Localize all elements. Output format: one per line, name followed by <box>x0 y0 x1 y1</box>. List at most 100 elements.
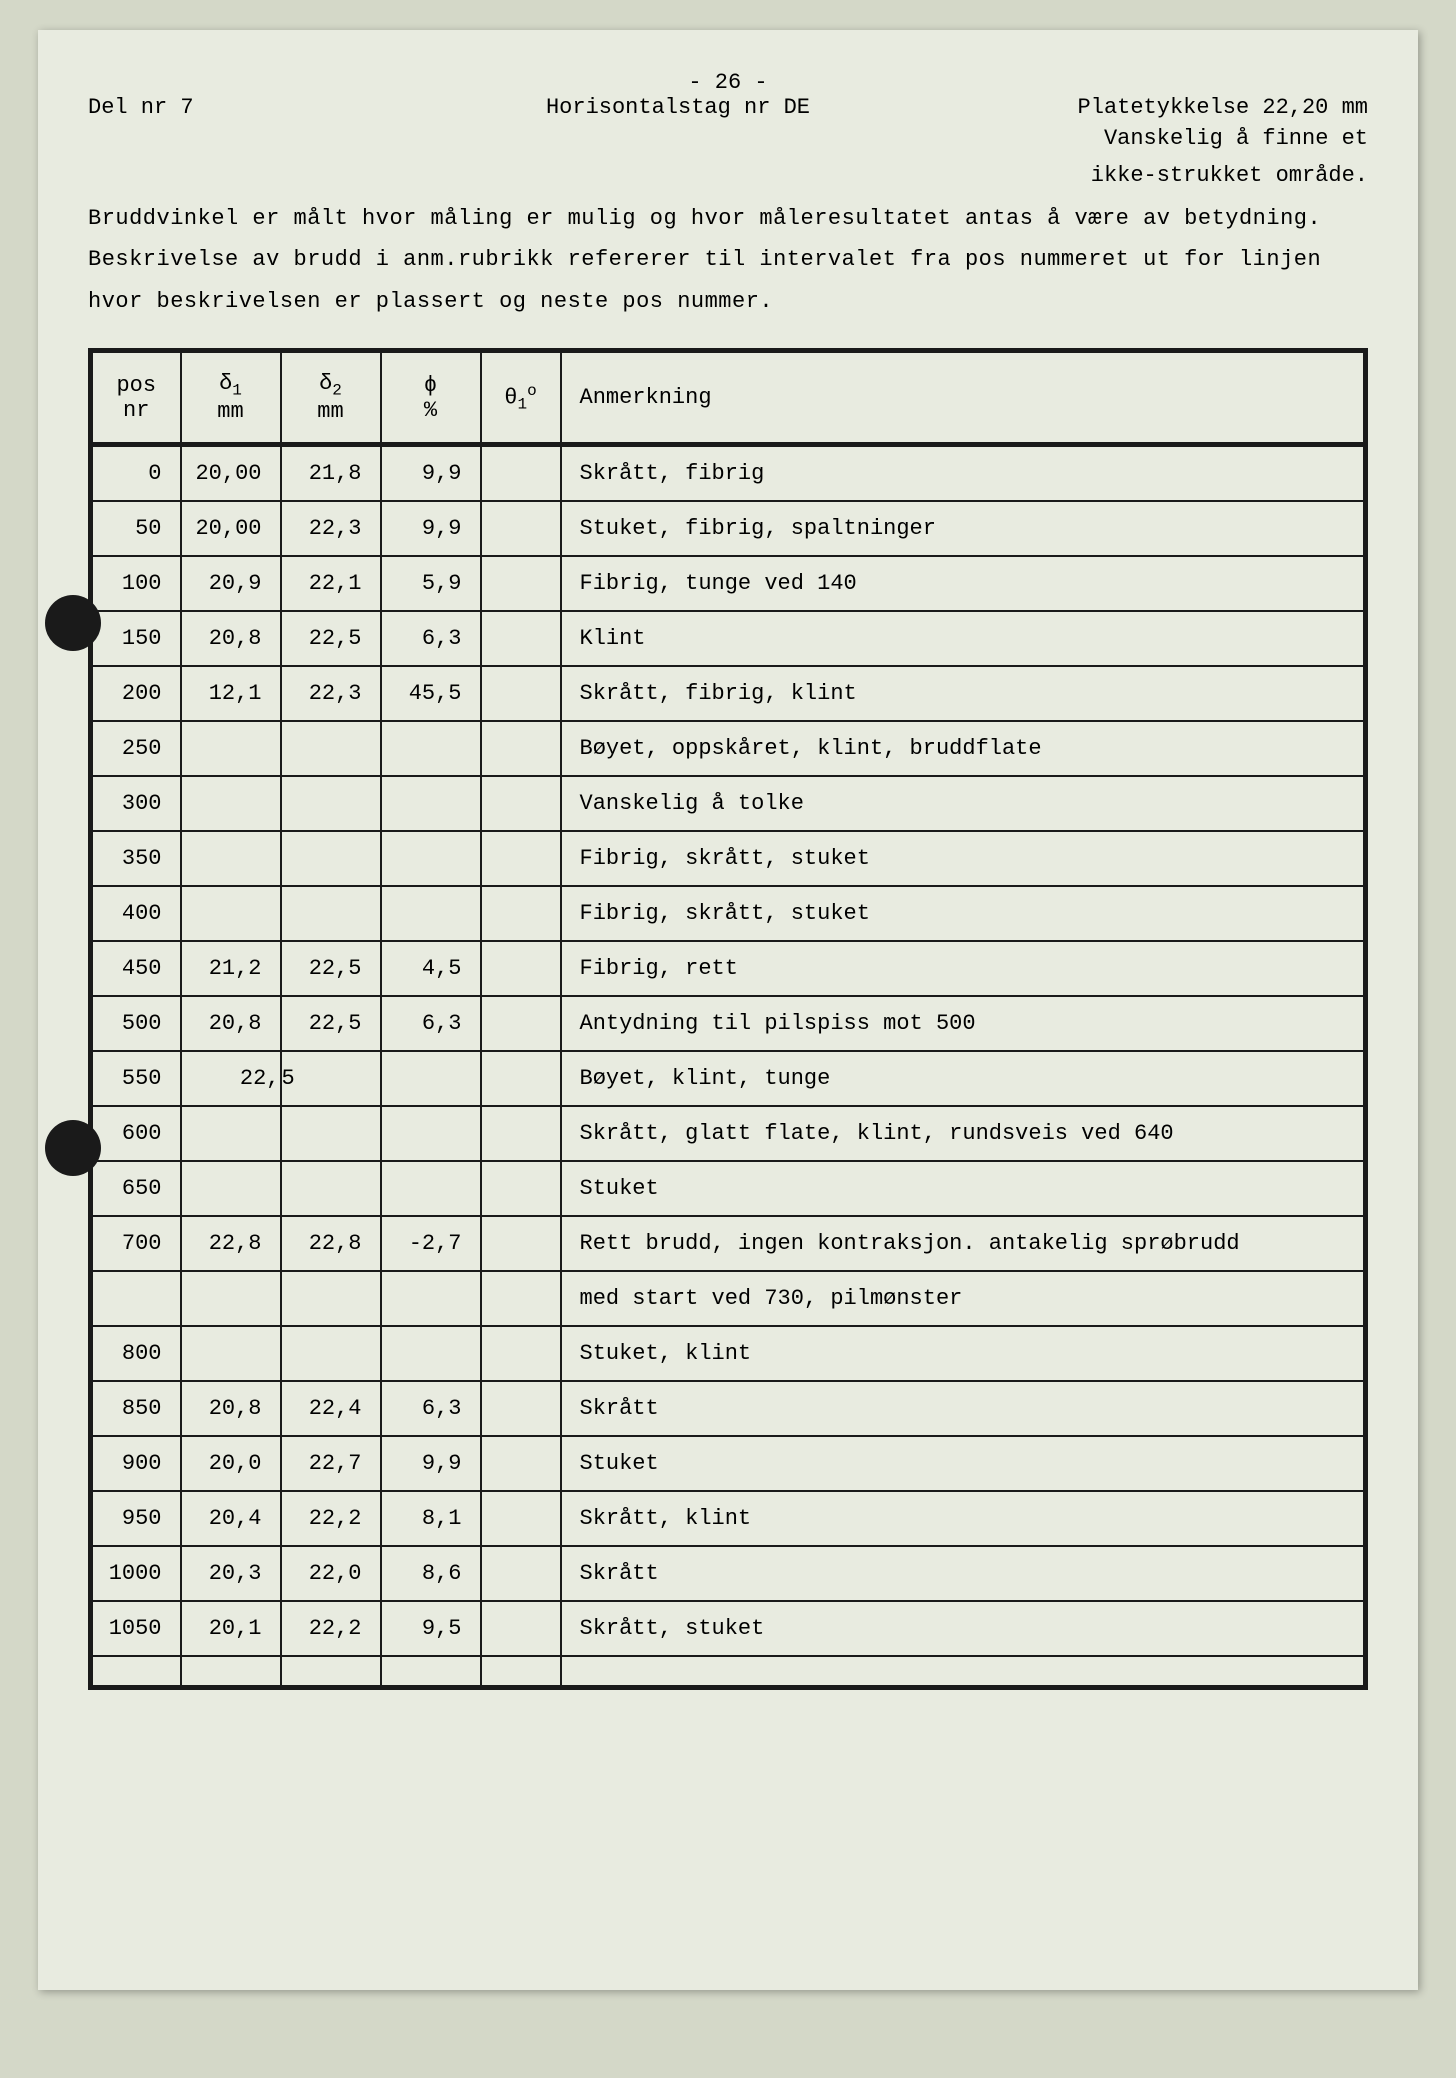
cell-delta2: 22,5 <box>281 941 381 996</box>
punch-hole-icon <box>45 1120 101 1176</box>
cell-anmerkning: Fibrig, tunge ved 140 <box>561 556 1366 611</box>
table-row: 20012,122,345,5Skrått, fibrig, klint <box>91 666 1366 721</box>
cell-delta2: 22,7 <box>281 1436 381 1491</box>
cell-phi: 6,3 <box>381 611 481 666</box>
cell-pos: 0 <box>91 445 181 502</box>
cell-anmerkning: Fibrig, rett <box>561 941 1366 996</box>
table-row <box>91 1656 1366 1688</box>
cell-delta2: 22,1 <box>281 556 381 611</box>
cell-anmerkning: Stuket, fibrig, spaltninger <box>561 501 1366 556</box>
cell-pos: 150 <box>91 611 181 666</box>
table-row: 105020,122,29,5Skrått, stuket <box>91 1601 1366 1656</box>
cell-phi <box>381 1656 481 1688</box>
cell-delta2 <box>281 721 381 776</box>
cell-pos: 400 <box>91 886 181 941</box>
cell-pos: 200 <box>91 666 181 721</box>
th-theta: θ1o <box>481 350 561 444</box>
cell-phi: 4,5 <box>381 941 481 996</box>
cell-phi: 5,9 <box>381 556 481 611</box>
cell-theta <box>481 886 561 941</box>
cell-theta <box>481 996 561 1051</box>
cell-pos: 950 <box>91 1491 181 1546</box>
table-row: 50020,822,56,3Antydning til pilspiss mot… <box>91 996 1366 1051</box>
cell-delta2: 22,3 <box>281 666 381 721</box>
cell-anmerkning: Skrått <box>561 1546 1366 1601</box>
cell-theta <box>481 1106 561 1161</box>
header-note-line3: ikke-strukket område. <box>88 161 1368 192</box>
cell-delta2: 22,0 <box>281 1546 381 1601</box>
cell-pos: 800 <box>91 1326 181 1381</box>
cell-delta2: 22,2 <box>281 1491 381 1546</box>
cell-theta <box>481 776 561 831</box>
body-paragraph: Bruddvinkel er målt hvor måling er mulig… <box>88 198 1368 323</box>
cell-pos: 500 <box>91 996 181 1051</box>
cell-anmerkning: Stuket <box>561 1161 1366 1216</box>
cell-delta1 <box>181 721 281 776</box>
cell-anmerkning: Stuket, klint <box>561 1326 1366 1381</box>
cell-delta1: 20,3 <box>181 1546 281 1601</box>
cell-delta1 <box>181 831 281 886</box>
cell-phi <box>381 1271 481 1326</box>
cell-theta <box>481 1271 561 1326</box>
cell-delta1 <box>181 1656 281 1688</box>
th-pos: posnr <box>91 350 181 444</box>
cell-delta2 <box>281 1326 381 1381</box>
table-row: 650Stuket <box>91 1161 1366 1216</box>
cell-pos: 100 <box>91 556 181 611</box>
cell-phi: 6,3 <box>381 1381 481 1436</box>
cell-delta1: 20,8 <box>181 1381 281 1436</box>
cell-phi: -2,7 <box>381 1216 481 1271</box>
cell-theta <box>481 1656 561 1688</box>
cell-delta1 <box>181 886 281 941</box>
cell-delta2: 5 <box>281 1051 381 1106</box>
cell-phi <box>381 1326 481 1381</box>
data-table: posnr δ1mm δ2mm ϕ% θ1o Anmerkning 020,00… <box>88 348 1368 1690</box>
cell-delta2 <box>281 831 381 886</box>
cell-delta1: 20,8 <box>181 611 281 666</box>
cell-delta1: 22, <box>181 1051 281 1106</box>
table-row: 020,0021,89,9Skrått, fibrig <box>91 445 1366 502</box>
cell-delta2 <box>281 1106 381 1161</box>
cell-theta <box>481 1381 561 1436</box>
cell-delta1 <box>181 1271 281 1326</box>
cell-delta2: 22,8 <box>281 1216 381 1271</box>
cell-pos: 250 <box>91 721 181 776</box>
table-row: 300Vanskelig å tolke <box>91 776 1366 831</box>
cell-theta <box>481 831 561 886</box>
document-page: - 26 - Del nr 7 Horisontalstag nr DE Pla… <box>38 30 1418 1990</box>
table-row: 400Fibrig, skrått, stuket <box>91 886 1366 941</box>
cell-delta2: 22,3 <box>281 501 381 556</box>
table-row: 45021,222,54,5Fibrig, rett <box>91 941 1366 996</box>
cell-anmerkning: Skrått, glatt flate, klint, rundsveis ve… <box>561 1106 1366 1161</box>
cell-theta <box>481 666 561 721</box>
cell-theta <box>481 1436 561 1491</box>
cell-phi <box>381 831 481 886</box>
cell-phi <box>381 721 481 776</box>
header-right: Platetykkelse 22,20 mm <box>1068 95 1368 120</box>
table-row: 100020,322,08,6Skrått <box>91 1546 1366 1601</box>
cell-theta <box>481 721 561 776</box>
cell-delta2: 22,4 <box>281 1381 381 1436</box>
cell-delta1: 20,9 <box>181 556 281 611</box>
cell-pos <box>91 1656 181 1688</box>
cell-phi: 6,3 <box>381 996 481 1051</box>
cell-delta2 <box>281 1271 381 1326</box>
table-row: 800 Stuket, klint <box>91 1326 1366 1381</box>
cell-anmerkning: Klint <box>561 611 1366 666</box>
th-delta2: δ2mm <box>281 350 381 444</box>
cell-phi: 9,9 <box>381 1436 481 1491</box>
cell-theta <box>481 941 561 996</box>
cell-theta <box>481 1051 561 1106</box>
cell-theta <box>481 611 561 666</box>
cell-pos: 1050 <box>91 1601 181 1656</box>
cell-theta <box>481 1161 561 1216</box>
cell-delta1: 22,8 <box>181 1216 281 1271</box>
cell-delta1 <box>181 1106 281 1161</box>
cell-delta1 <box>181 1326 281 1381</box>
cell-anmerkning: Fibrig, skrått, stuket <box>561 831 1366 886</box>
cell-pos: 350 <box>91 831 181 886</box>
cell-phi <box>381 776 481 831</box>
cell-delta2: 22,2 <box>281 1601 381 1656</box>
cell-pos: 550 <box>91 1051 181 1106</box>
cell-theta <box>481 1326 561 1381</box>
